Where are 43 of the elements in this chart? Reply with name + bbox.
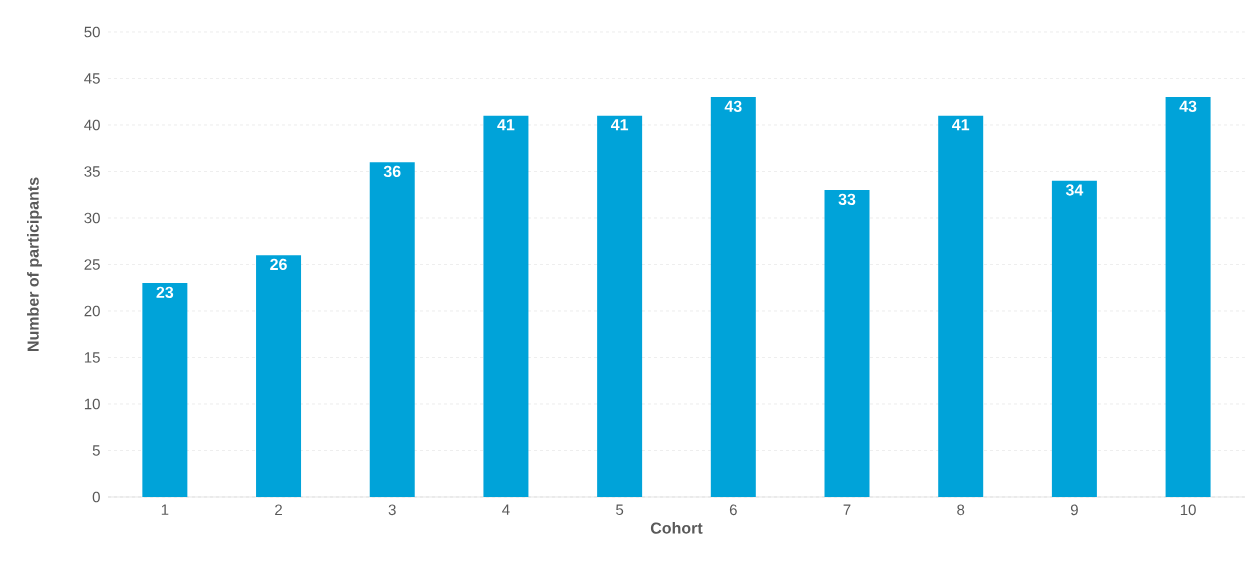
bar (142, 283, 188, 497)
x-tick-label: 9 (1070, 504, 1078, 516)
x-tick-label: 6 (729, 504, 737, 516)
x-axis-title: Cohort (650, 522, 703, 534)
y-tick-label: 20 (84, 305, 100, 317)
bar (483, 115, 529, 497)
data-label: 43 (1179, 100, 1197, 112)
bar (710, 97, 756, 497)
y-tick-label: 0 (92, 491, 100, 503)
y-tick-label: 5 (92, 445, 100, 456)
bar (1165, 97, 1211, 497)
data-label: 43 (724, 100, 742, 112)
x-tick-label: 3 (388, 504, 396, 516)
bar (369, 162, 415, 497)
bar (938, 115, 984, 497)
y-tick-label: 50 (84, 26, 100, 38)
x-tick-label: 7 (843, 504, 851, 515)
bar (1051, 180, 1097, 497)
data-label: 41 (610, 119, 629, 131)
data-label: 41 (497, 119, 515, 131)
y-tick-label: 15 (84, 352, 100, 363)
x-tick-label: 2 (275, 504, 282, 515)
data-label: 33 (838, 193, 856, 205)
data-label: 23 (156, 286, 174, 298)
y-tick-label: 45 (84, 73, 100, 84)
y-axis-title: Number of participants (27, 177, 42, 351)
data-label: 36 (383, 165, 401, 178)
y-tick-label: 35 (84, 166, 100, 177)
data-label: 26 (270, 258, 287, 271)
x-tick-label: 1 (161, 504, 169, 515)
x-tick-label: 4 (502, 504, 510, 515)
data-label: 34 (1065, 184, 1084, 196)
data-label: 41 (952, 119, 970, 131)
y-tick-label: 40 (84, 119, 100, 131)
x-tick-label: 5 (616, 504, 624, 515)
y-tick-label: 25 (84, 259, 100, 270)
bar (824, 190, 870, 497)
y-tick-label: 10 (84, 398, 100, 410)
x-tick-label: 8 (957, 504, 965, 516)
bar (597, 115, 643, 497)
bar (256, 255, 302, 497)
y-tick-label: 30 (84, 212, 100, 224)
x-tick-label: 10 (1180, 504, 1196, 516)
